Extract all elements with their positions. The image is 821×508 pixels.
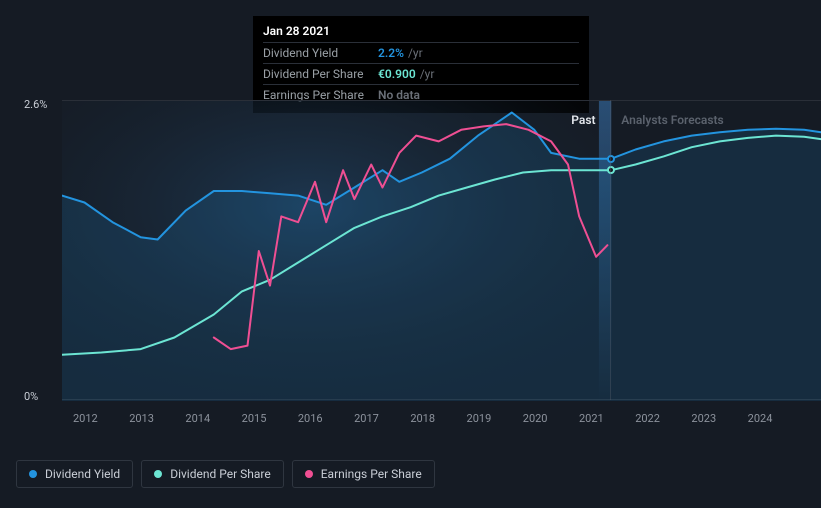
xaxis-tick: 2012 bbox=[73, 412, 98, 425]
chart-tooltip: Jan 28 2021 Dividend Yield 2.2% /yr Divi… bbox=[253, 16, 589, 113]
xaxis-tick: 2017 bbox=[354, 412, 379, 425]
xaxis-tick: 2016 bbox=[298, 412, 323, 425]
chart-legend: Dividend Yield Dividend Per Share Earnin… bbox=[16, 460, 435, 488]
tooltip-row-label: Dividend Yield bbox=[263, 46, 378, 60]
legend-label: Dividend Per Share bbox=[170, 467, 271, 481]
tooltip-row-value: 2.2% bbox=[378, 46, 404, 60]
yaxis-tick-min: 0% bbox=[24, 390, 38, 403]
legend-label: Earnings Per Share bbox=[321, 467, 422, 481]
legend-label: Dividend Yield bbox=[45, 467, 120, 481]
tooltip-row-value: €0.900 bbox=[378, 67, 416, 81]
xaxis-tick: 2015 bbox=[242, 412, 267, 425]
tooltip-row: Dividend Yield 2.2% /yr bbox=[263, 42, 579, 63]
legend-dot bbox=[29, 470, 37, 478]
legend-item-dividend-per-share[interactable]: Dividend Per Share bbox=[141, 460, 284, 488]
xaxis-tick: 2024 bbox=[748, 412, 773, 425]
chart-xaxis: 2012 2013 2014 2015 2016 2017 2018 2019 2020 2021… bbox=[46, 412, 805, 432]
xaxis-tick: 2014 bbox=[185, 412, 210, 425]
tooltip-date: Jan 28 2021 bbox=[263, 24, 579, 42]
chart-hover-vline bbox=[610, 100, 611, 400]
xaxis-tick: 2019 bbox=[467, 412, 492, 425]
xaxis-tick: 2020 bbox=[523, 412, 548, 425]
legend-item-dividend-yield[interactable]: Dividend Yield bbox=[16, 460, 133, 488]
chart-container: 2.6% 0% Past Analysts Forecasts bbox=[16, 100, 805, 420]
xaxis-tick: 2018 bbox=[410, 412, 435, 425]
region-label-past: Past bbox=[571, 113, 595, 127]
marker-dividend-yield bbox=[607, 155, 615, 163]
chart-svg bbox=[62, 101, 821, 401]
xaxis-tick: 2023 bbox=[691, 412, 716, 425]
xaxis-tick: 2022 bbox=[635, 412, 660, 425]
legend-dot bbox=[305, 470, 313, 478]
xaxis-tick: 2021 bbox=[579, 412, 604, 425]
tooltip-row-unit: /yr bbox=[408, 46, 423, 60]
tooltip-row: Dividend Per Share €0.900 /yr bbox=[263, 63, 579, 84]
tooltip-row-label: Dividend Per Share bbox=[263, 67, 378, 81]
tooltip-row-unit: /yr bbox=[420, 67, 435, 81]
legend-item-earnings-per-share[interactable]: Earnings Per Share bbox=[292, 460, 435, 488]
region-label-forecast: Analysts Forecasts bbox=[621, 113, 723, 127]
chart-plot-area[interactable]: Past Analysts Forecasts bbox=[62, 100, 821, 400]
legend-dot bbox=[154, 470, 162, 478]
marker-dividend-per-share bbox=[607, 166, 615, 174]
xaxis-tick: 2013 bbox=[129, 412, 154, 425]
yaxis-tick-max: 2.6% bbox=[24, 98, 47, 111]
